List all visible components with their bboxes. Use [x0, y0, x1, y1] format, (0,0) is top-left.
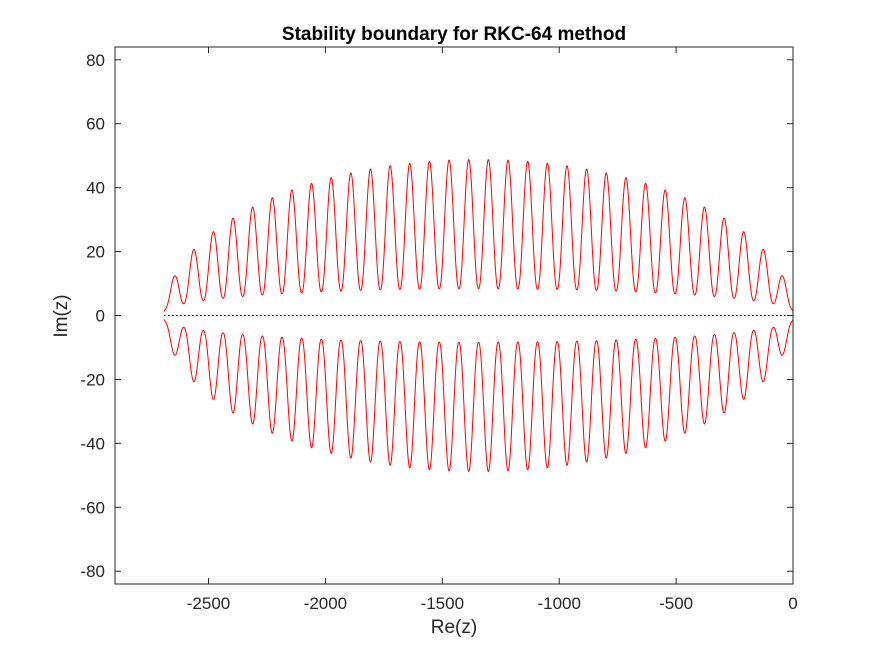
y-tick-label: -20 [80, 370, 105, 389]
y-tick-label: 0 [96, 307, 105, 326]
x-axis-ticks: -2500 -2000 -1500 -1000 -500 0 [187, 47, 798, 613]
x-tick-label: -500 [659, 594, 693, 613]
x-tick-label: -2000 [304, 594, 347, 613]
x-tick-label: -1500 [421, 594, 464, 613]
y-axis-label: Im(z) [51, 294, 72, 337]
y-tick-label: 60 [86, 115, 105, 134]
plot-background [115, 47, 793, 584]
y-tick-label: -80 [80, 562, 105, 581]
y-tick-label: -40 [80, 434, 105, 453]
y-tick-label: -60 [80, 498, 105, 517]
y-tick-label: 40 [86, 179, 105, 198]
plot-area [114, 46, 794, 585]
y-axis-ticks: -80 -60 -40 -20 0 20 40 60 80 [80, 51, 793, 581]
boundary-lower-branch [163, 319, 794, 472]
boundary-upper-branch [163, 159, 794, 312]
stability-boundary-curve [163, 159, 794, 472]
x-tick-label: -2500 [187, 594, 230, 613]
y-tick-label: 20 [86, 243, 105, 262]
x-tick-label: 0 [788, 594, 797, 613]
y-tick-label: 80 [86, 51, 105, 70]
chart-title: Stability boundary for RKC-64 method [282, 24, 626, 45]
x-axis-label: Re(z) [431, 617, 477, 638]
x-tick-label: -1000 [537, 594, 580, 613]
